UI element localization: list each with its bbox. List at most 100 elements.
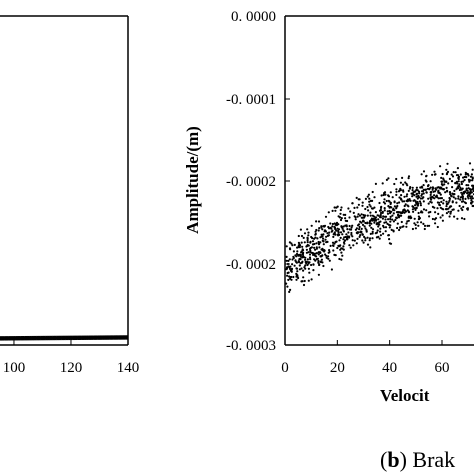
chart-b-point (441, 219, 444, 222)
chart-b-point (445, 208, 448, 211)
chart-b-point (311, 240, 315, 243)
chart-b-point (336, 227, 339, 230)
chart-b-point (317, 240, 320, 244)
chart-b-point (371, 232, 374, 235)
chart-b-point (327, 211, 330, 214)
chart-b-point (371, 237, 374, 240)
chart-b-point (422, 200, 425, 203)
chart-b-point (344, 217, 347, 220)
chart-b-point (422, 222, 425, 225)
chart-b-point (365, 230, 368, 233)
chart-b-y-tick-label: -0. 0003 (226, 338, 276, 354)
chart-b-point (433, 194, 436, 197)
chart-b-point (315, 247, 318, 250)
chart-b-point (318, 227, 321, 230)
chart-a-marker (102, 335, 105, 340)
chart-b-point (339, 244, 342, 247)
chart-b-point (368, 203, 371, 206)
chart-b-point (383, 221, 386, 224)
chart-b-point (386, 210, 389, 213)
chart-b-point (375, 236, 378, 239)
chart-b-point (460, 180, 463, 183)
chart-b-point (389, 215, 392, 218)
chart-b-point (425, 180, 428, 183)
chart-a-marker (36, 335, 39, 341)
chart-b-point (370, 226, 373, 229)
chart-b-point (361, 220, 364, 223)
chart-b-point (329, 222, 332, 225)
chart-b-point (368, 220, 371, 223)
chart-b-point (327, 225, 330, 229)
chart-b-point (316, 237, 319, 240)
chart-a-marker (125, 335, 128, 340)
chart-a-marker (61, 335, 64, 341)
chart-b-point (419, 186, 422, 189)
chart-b-point (448, 191, 452, 194)
chart-b-point (317, 243, 321, 246)
chart-b-point (425, 209, 428, 212)
chart-b-point (308, 253, 312, 256)
chart-b-point (384, 230, 387, 233)
chart-b-point (434, 222, 437, 225)
chart-b-point (442, 208, 445, 211)
chart-b-point (434, 187, 437, 190)
chart-b-point (434, 211, 437, 214)
chart-b-point (336, 233, 340, 236)
chart-b-point (461, 192, 465, 195)
chart-a-marker (84, 335, 87, 340)
chart-b-point (419, 204, 422, 207)
chart-b-point (442, 202, 445, 205)
chart-b-point (309, 258, 312, 261)
chart-b-point (360, 227, 363, 230)
chart-b-point (358, 214, 362, 217)
chart-b-point (402, 225, 405, 228)
chart-a-marker (45, 335, 48, 341)
chart-b-y-tick-label: 0. 0000 (231, 9, 276, 25)
chart-b-point (387, 234, 390, 237)
chart-b-point (340, 251, 343, 254)
chart-b-point (317, 273, 320, 276)
chart-b-point (366, 214, 369, 217)
chart-b-point (351, 202, 354, 205)
chart-b-point (456, 167, 459, 170)
chart-b-point (431, 173, 434, 176)
chart-b-point (380, 194, 383, 197)
chart-b-point (285, 245, 288, 248)
chart-b-point (457, 176, 460, 180)
chart-b-point (366, 236, 369, 239)
chart-b-point (308, 256, 312, 259)
chart-b-point (307, 231, 310, 234)
chart-b-point (348, 224, 351, 228)
chart-b-point (406, 184, 409, 187)
chart-b-point (434, 173, 437, 176)
chart-b-point (302, 276, 305, 279)
chart-a-marker (6, 336, 9, 341)
chart-b-point (388, 200, 391, 203)
chart-b-point (404, 210, 408, 213)
chart-b-point (444, 191, 447, 194)
chart-b-point (403, 200, 406, 203)
chart-b-point (325, 256, 328, 259)
chart-b-point (360, 230, 363, 233)
chart-b-point (415, 186, 418, 189)
chart-b-point (289, 265, 292, 268)
chart-b-point (317, 259, 320, 263)
chart-b-point (362, 241, 365, 244)
chart-b-point (400, 214, 403, 217)
chart-b-point (465, 184, 468, 187)
chart-b-point (321, 261, 324, 264)
chart-b-point (374, 216, 378, 219)
chart-b-point (414, 190, 417, 193)
chart-b-point (440, 197, 443, 200)
chart-b-point (470, 195, 474, 198)
chart-b-point (364, 227, 367, 230)
chart-b-point (287, 278, 290, 281)
chart-b-point (346, 219, 349, 223)
chart-b-point (451, 186, 454, 189)
chart-b-point (469, 175, 473, 178)
chart-b-point (369, 246, 372, 249)
chart-b-point (408, 187, 411, 190)
chart-b-point (471, 197, 474, 200)
chart-b-point (363, 225, 366, 228)
chart-b-point (335, 229, 338, 232)
